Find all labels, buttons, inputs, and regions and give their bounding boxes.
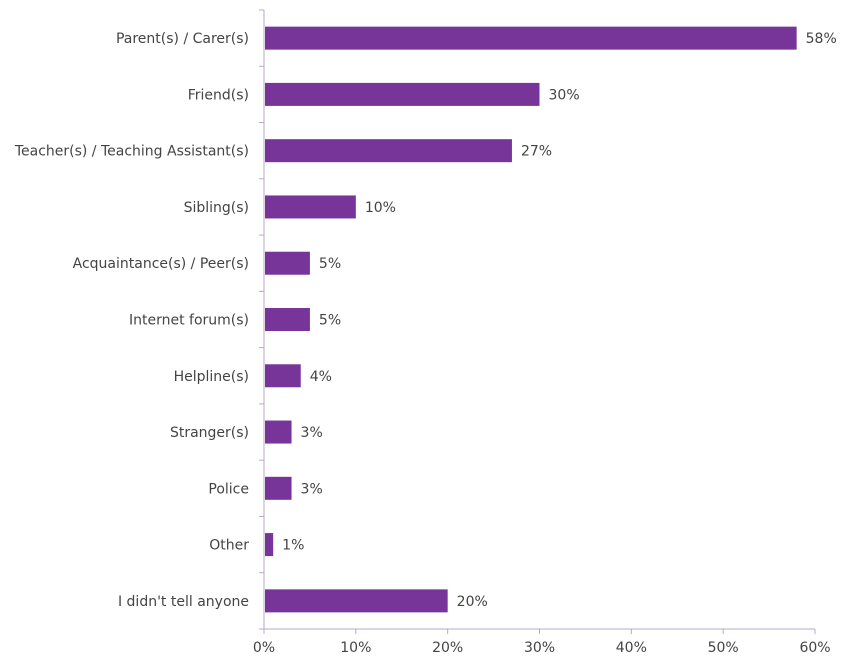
value-label: 10%: [365, 200, 396, 216]
category-labels: Parent(s) / Carer(s) Friend(s) Teacher(s) …: [14, 31, 249, 610]
x-tick-label: 50%: [708, 640, 739, 656]
category-label: Stranger(s): [170, 425, 249, 441]
category-label: Other: [209, 538, 249, 554]
x-tick-label: 60%: [799, 640, 830, 656]
category-label: Teacher(s) / Teaching Assistant(s): [14, 144, 249, 160]
x-axis-ticks: 0% 10% 20% 30% 40% 50% 60%: [253, 629, 831, 656]
bar: [265, 195, 356, 219]
x-tick-label: 10%: [340, 640, 371, 656]
value-label: 30%: [549, 87, 580, 103]
value-label: 5%: [319, 256, 341, 272]
bar: [265, 251, 310, 275]
x-tick-label: 40%: [616, 640, 647, 656]
x-tick-label: 0%: [253, 640, 275, 656]
value-label: 58%: [806, 31, 837, 47]
category-label: Internet forum(s): [129, 313, 249, 329]
bar: [265, 26, 797, 50]
bar: [265, 533, 274, 557]
category-label: Sibling(s): [184, 200, 249, 216]
x-tick-label: 30%: [524, 640, 555, 656]
value-label: 20%: [457, 594, 488, 610]
bar: [265, 420, 292, 444]
bar: [265, 364, 301, 388]
category-label: I didn't tell anyone: [118, 594, 249, 610]
bars-group: [265, 26, 797, 613]
bar: [265, 82, 540, 106]
category-label: Helpline(s): [174, 369, 249, 385]
value-label: 4%: [310, 369, 332, 385]
value-label: 27%: [521, 144, 552, 160]
value-label: 3%: [301, 425, 323, 441]
bar: [265, 139, 512, 163]
value-labels: 58% 30% 27% 10% 5% 5% 4% 3% 3% 1% 20%: [282, 31, 837, 610]
value-label: 1%: [282, 538, 304, 554]
value-label: 5%: [319, 313, 341, 329]
category-label: Acquaintance(s) / Peer(s): [73, 256, 249, 272]
x-tick-label: 20%: [432, 640, 463, 656]
bar: [265, 308, 310, 331]
category-label: Friend(s): [188, 87, 249, 103]
category-label: Parent(s) / Carer(s): [116, 31, 249, 47]
bar: [265, 589, 448, 613]
category-label: Police: [208, 481, 249, 497]
value-label: 3%: [301, 481, 323, 497]
bar: [265, 476, 292, 500]
